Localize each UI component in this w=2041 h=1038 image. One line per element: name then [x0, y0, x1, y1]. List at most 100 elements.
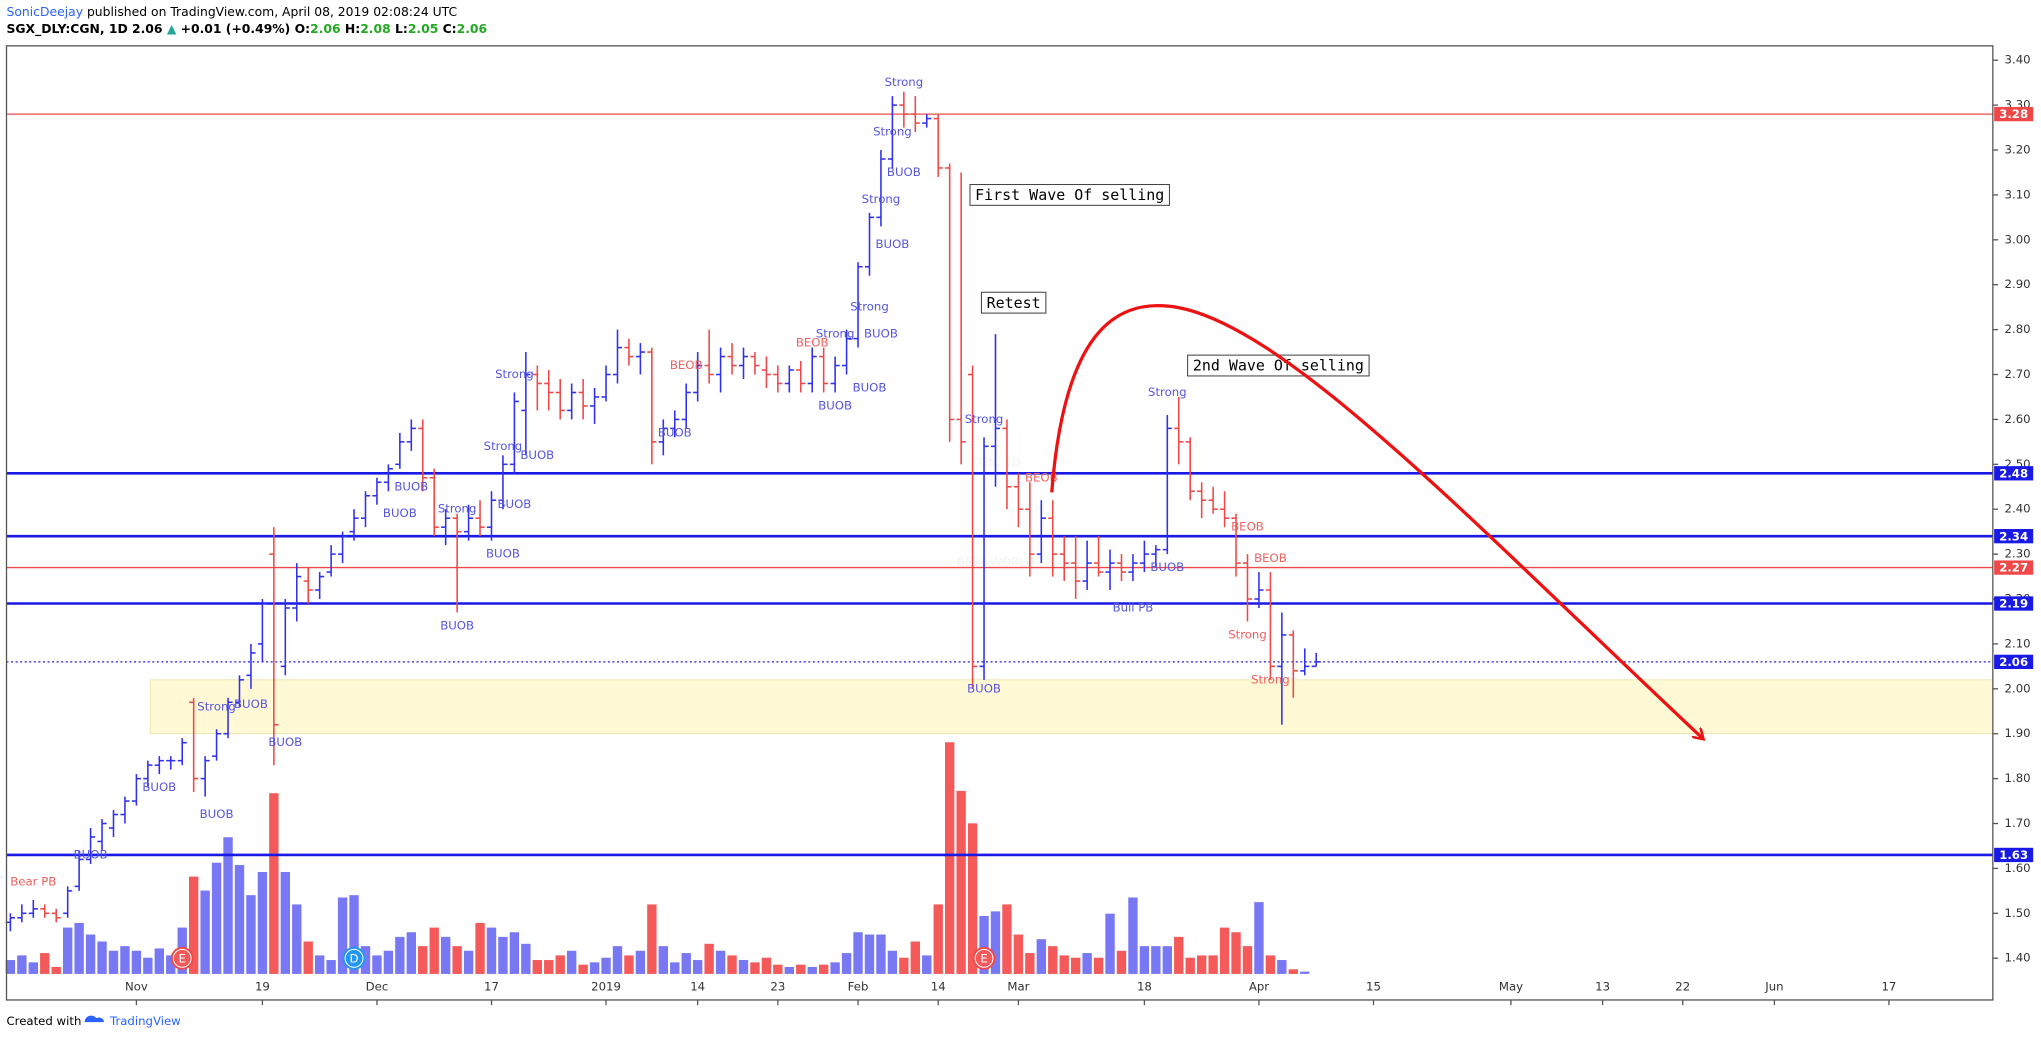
price-bar — [120, 796, 130, 824]
price-bar — [28, 899, 38, 918]
price-bar — [1288, 630, 1298, 698]
price-bar — [842, 329, 852, 375]
published: published on TradingView.com, April 08, … — [83, 5, 457, 19]
price-bar — [612, 329, 623, 384]
price-bar — [315, 572, 325, 600]
price-bar — [154, 756, 164, 775]
y-tick-label: 3.20 — [2005, 143, 2031, 157]
price-bar — [910, 96, 920, 133]
price-bar — [956, 172, 966, 465]
volume-bar — [1036, 939, 1046, 974]
price-bar — [1277, 612, 1287, 725]
volume-bar — [498, 936, 508, 974]
volume-bar — [211, 862, 222, 974]
price-bar — [280, 599, 290, 676]
price-bar — [1071, 536, 1081, 600]
volume-bar — [1013, 934, 1024, 974]
volume-bar — [200, 890, 210, 974]
volume-bar — [589, 962, 600, 974]
y-tick-label: 3.10 — [2005, 187, 2031, 201]
signal-label: Strong — [1148, 385, 1187, 399]
signal-label: Bull PB — [1113, 600, 1154, 614]
volume-bar — [967, 823, 978, 974]
price-bar — [922, 114, 932, 128]
price-bar — [131, 774, 141, 806]
level-label: 2.48 — [1999, 466, 2028, 480]
price-bar — [1082, 540, 1092, 591]
volume-bar — [1048, 946, 1058, 974]
price-bar — [1300, 648, 1310, 676]
price-bar — [189, 697, 199, 793]
price-bar — [475, 500, 485, 537]
signal-label: Strong — [197, 699, 236, 713]
signal-label: BEOB — [670, 358, 703, 372]
price-bar — [97, 819, 107, 851]
volume-bar — [257, 871, 268, 974]
price-bar — [1139, 540, 1149, 573]
price-bar — [166, 756, 176, 770]
signal-label: BUOB — [74, 847, 108, 861]
signal-label: Strong — [1251, 672, 1290, 686]
author[interactable]: SonicDeejay — [7, 5, 84, 19]
volume-bar — [635, 950, 646, 974]
price-bar — [338, 531, 348, 564]
level-badge — [1994, 847, 2034, 863]
price-bar — [807, 347, 817, 393]
price-bar — [635, 343, 645, 375]
price-bar — [108, 810, 119, 837]
volume-bar — [1208, 955, 1218, 974]
price-bar — [1208, 486, 1218, 514]
volume-bar — [1162, 946, 1172, 974]
signal-label: BUOB — [234, 697, 268, 711]
level-label: 2.19 — [1999, 597, 2028, 611]
price-bar — [1174, 396, 1184, 465]
annotation-text: 2nd Wave Of selling — [1193, 357, 1364, 375]
price-bar — [234, 675, 245, 707]
volume-bar — [727, 955, 737, 974]
price-bar — [853, 262, 863, 348]
price-bar — [246, 643, 256, 689]
symbol-line: SGX_DLY:CGN, 1D 2.06 ▲ +0.01 (+0.49%) O:… — [7, 21, 488, 36]
signal-label: Bear PB — [10, 874, 56, 888]
volume-bar — [601, 957, 611, 974]
y-tick-label: 2.30 — [2005, 547, 2031, 561]
signal-label: BUOB — [142, 780, 176, 794]
price-bar — [670, 410, 680, 438]
volume-bar — [956, 790, 966, 974]
price-bar — [784, 365, 794, 393]
volume-bar — [1002, 904, 1012, 974]
volume-bar — [349, 895, 359, 974]
volume-bar — [17, 955, 27, 974]
volume-bar — [544, 960, 554, 974]
price-bar — [326, 545, 336, 577]
symbol-part: 2.06 — [310, 21, 341, 35]
y-tick-label: 1.50 — [2005, 906, 2031, 920]
price-bar — [750, 352, 760, 375]
signal-label: Strong — [850, 300, 889, 314]
price-bar — [532, 365, 542, 411]
footer-brand[interactable]: TradingView — [109, 1013, 181, 1027]
price-bar — [1036, 500, 1046, 564]
signal-label: BEOB — [796, 336, 829, 350]
y-tick-label: 2.80 — [2005, 322, 2031, 336]
volume-bar — [624, 955, 634, 974]
price-bar — [979, 437, 989, 680]
volume-bar — [990, 911, 1001, 974]
y-tick-label: 2.60 — [2005, 412, 2031, 426]
price-bar — [143, 760, 153, 788]
y-tick-label: 2.70 — [2005, 367, 2031, 381]
volume-bar — [40, 953, 50, 974]
x-tick-label: Dec — [366, 979, 389, 993]
price-bar — [406, 419, 416, 451]
volume-bar — [899, 957, 909, 974]
price-bar — [796, 361, 806, 393]
volume-bar — [303, 941, 313, 974]
price-bar — [990, 334, 1001, 487]
price-bar — [74, 850, 84, 891]
price-bar — [1197, 482, 1207, 519]
price-bar — [887, 96, 897, 168]
volume-bar — [532, 960, 542, 974]
x-tick-label: 2019 — [591, 979, 621, 993]
